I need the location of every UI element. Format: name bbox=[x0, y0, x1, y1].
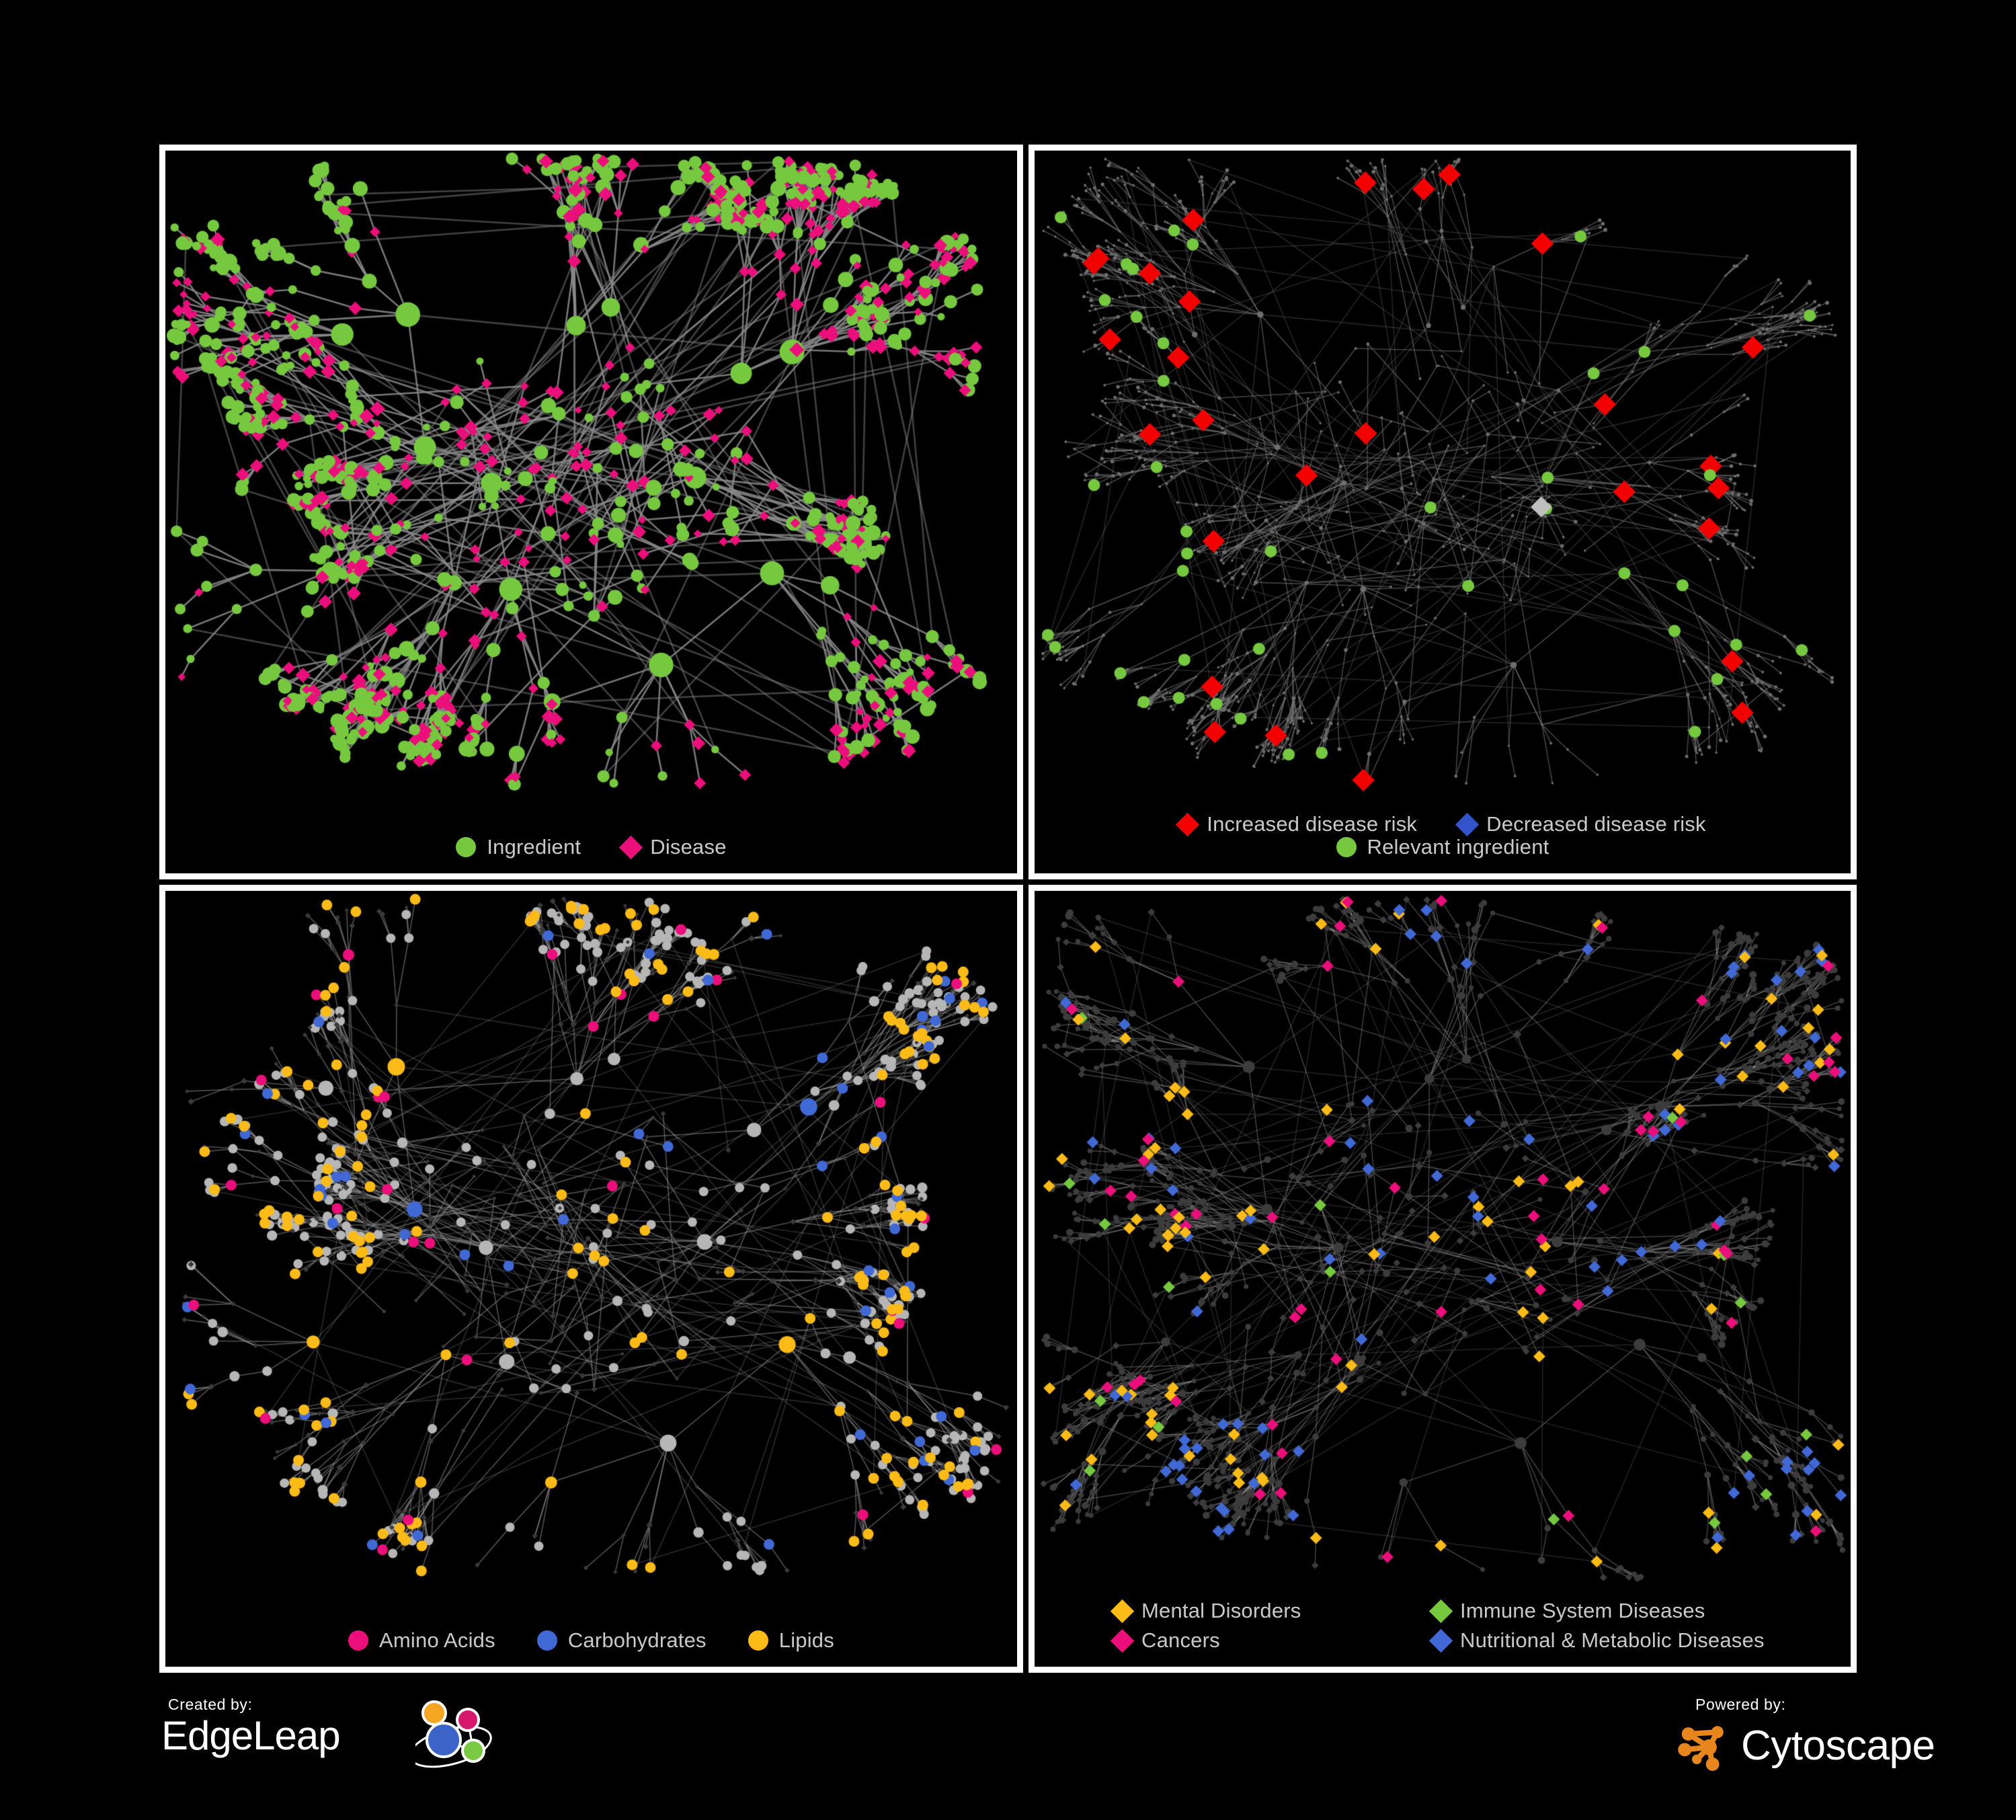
legend-item[interactable]: Disease bbox=[619, 835, 727, 859]
amino-acids-circle-icon bbox=[348, 1630, 369, 1651]
legend-item-label: Immune System Diseases bbox=[1460, 1599, 1705, 1622]
legend-item-label: Relevant ingredient bbox=[1367, 835, 1549, 859]
legend-item-label: Ingredient bbox=[487, 835, 581, 859]
panel-ingredient-class-network[interactable]: Amino Acids Carbohydrates Lipids bbox=[159, 885, 1023, 1673]
network-canvas-ingredient-class[interactable] bbox=[165, 891, 1017, 1667]
panel-ingredient-disease-network[interactable]: Ingredient Disease bbox=[159, 145, 1023, 879]
legend-item[interactable]: Nutritional & Metabolic Diseases bbox=[1428, 1628, 1764, 1653]
lipids-circle-icon bbox=[748, 1630, 768, 1651]
cancers-diamond-icon bbox=[1110, 1628, 1135, 1653]
cytoscape-network-icon bbox=[1678, 1726, 1724, 1771]
legend-item[interactable]: Amino Acids bbox=[348, 1629, 495, 1652]
relevant-ingredient-circle-icon bbox=[1336, 837, 1357, 857]
increased-risk-diamond-icon bbox=[1176, 812, 1200, 836]
legend-item-label: Increased disease risk bbox=[1207, 812, 1418, 836]
legend-item[interactable]: Lipids bbox=[748, 1629, 834, 1652]
nutritional-metabolic-diseases-diamond-icon bbox=[1428, 1628, 1453, 1653]
network-canvas-ingredient-disease[interactable] bbox=[165, 151, 1017, 873]
created-by-label: Created by: bbox=[168, 1696, 253, 1713]
legend-item-label: Nutritional & Metabolic Diseases bbox=[1460, 1628, 1765, 1652]
immune-system-diseases-diamond-icon bbox=[1428, 1599, 1453, 1623]
legend-item-label: Amino Acids bbox=[379, 1628, 495, 1652]
legend-item[interactable]: Decreased disease risk bbox=[1455, 812, 1706, 836]
edgeleap-wordmark: EdgeLeap bbox=[161, 1713, 341, 1758]
network-canvas-disease-risk[interactable] bbox=[1035, 151, 1851, 873]
carbohydrates-circle-icon bbox=[536, 1630, 557, 1651]
legend-item-label: Cancers bbox=[1141, 1628, 1220, 1652]
legend-item-label: Mental Disorders bbox=[1141, 1599, 1301, 1622]
mental-disorders-diamond-icon bbox=[1110, 1599, 1135, 1623]
legend-item[interactable]: Ingredient bbox=[456, 836, 581, 859]
legend-item-label: Decreased disease risk bbox=[1486, 812, 1706, 836]
edgeleap-logo[interactable]: Created by: EdgeLeap bbox=[161, 1696, 492, 1803]
legend-disease-class: Mental Disorders Immune System Diseases … bbox=[1035, 1599, 1851, 1653]
network-canvas-disease-class[interactable] bbox=[1035, 891, 1851, 1667]
legend-item-label: Lipids bbox=[778, 1628, 834, 1652]
ingredient-circle-icon bbox=[456, 837, 477, 857]
legend-item[interactable]: Immune System Diseases bbox=[1428, 1599, 1705, 1623]
legend-item[interactable]: Cancers bbox=[1110, 1628, 1383, 1653]
legend-item[interactable]: Relevant ingredient bbox=[1336, 836, 1549, 859]
legend-item-label: Disease bbox=[650, 835, 727, 859]
legend-item-label: Carbohydrates bbox=[567, 1628, 707, 1652]
legend-ingredient-class: Amino Acids Carbohydrates Lipids bbox=[165, 1629, 1017, 1652]
legend-item[interactable]: Carbohydrates bbox=[536, 1628, 707, 1652]
legend-item[interactable]: Increased disease risk bbox=[1176, 812, 1418, 836]
cytoscape-logo[interactable]: Powered by: bbox=[1674, 1696, 1990, 1803]
footer: Created by: EdgeLeap Powered by: bbox=[0, 1681, 2016, 1820]
panel-disease-risk-network[interactable]: Increased disease risk Decreased disease… bbox=[1029, 145, 1857, 879]
legend-ingredient-disease: Ingredient Disease bbox=[165, 835, 1017, 859]
edgeleap-node-graph-icon bbox=[415, 1700, 492, 1768]
powered-by-label: Powered by: bbox=[1695, 1696, 1786, 1713]
panel-disease-class-network[interactable]: Mental Disorders Immune System Diseases … bbox=[1029, 885, 1857, 1673]
disease-diamond-icon bbox=[619, 835, 643, 859]
decreased-risk-diamond-icon bbox=[1455, 812, 1480, 836]
legend-item[interactable]: Mental Disorders bbox=[1110, 1599, 1383, 1623]
legend-disease-risk: Increased disease risk Decreased disease… bbox=[1035, 812, 1851, 859]
cytoscape-wordmark: Cytoscape bbox=[1741, 1723, 1935, 1769]
